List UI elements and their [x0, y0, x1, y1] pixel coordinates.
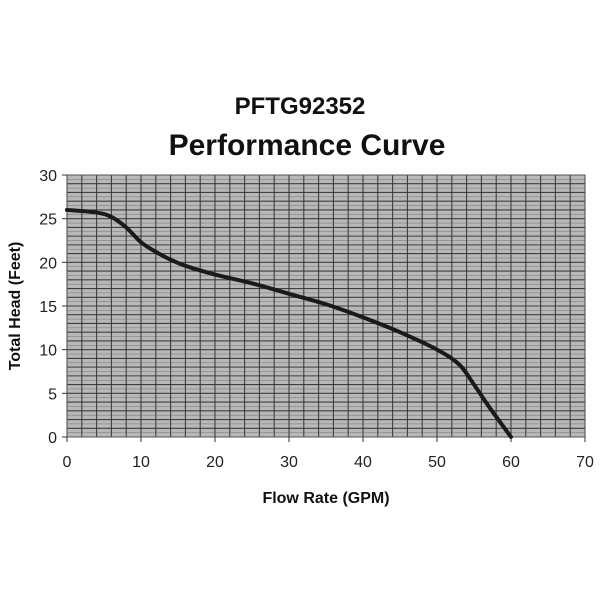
x-tick-label: 30 [280, 454, 298, 471]
y-axis-label: Total Head (Feet) [7, 242, 24, 371]
x-tick-label: 60 [502, 454, 520, 471]
x-axis-label: Flow Rate (GPM) [262, 490, 389, 507]
x-tick-label: 10 [132, 454, 150, 471]
x-tick-label: 0 [63, 454, 72, 471]
x-tick-label: 20 [206, 454, 224, 471]
y-tick-label: 15 [39, 299, 57, 316]
y-tick-label: 10 [39, 343, 57, 360]
y-tick-label: 20 [39, 255, 57, 272]
x-tick-label: 70 [576, 454, 594, 471]
y-tick-label: 25 [39, 212, 57, 229]
y-tick-label: 0 [48, 430, 57, 447]
y-tick-label: 5 [48, 386, 57, 403]
chart-subtitle: Performance Curve [169, 129, 446, 162]
x-tick-label: 50 [428, 454, 446, 471]
x-tick-label: 40 [354, 454, 372, 471]
chart-title: PFTG92352 [235, 93, 366, 120]
performance-curve-line [65, 207, 513, 439]
y-tick-label: 30 [39, 168, 57, 185]
